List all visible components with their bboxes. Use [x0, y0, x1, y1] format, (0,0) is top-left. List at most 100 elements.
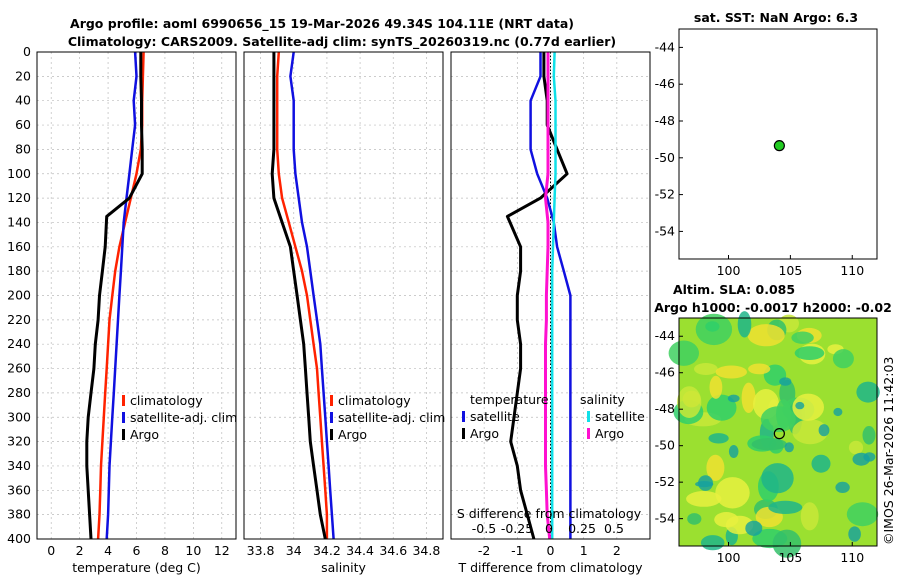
x-tick-label: 100	[717, 263, 741, 278]
sla-blob	[668, 340, 699, 366]
sla-map-panel: Altim. SLA: 0.085 Argo h1000: -0.0017 h20…	[654, 282, 892, 565]
x-tick-label: 105	[778, 263, 802, 278]
sla-blob	[709, 375, 723, 399]
series-climatology	[275, 51, 329, 539]
series-t-satellite	[529, 52, 572, 539]
legend-label: satellite	[595, 409, 645, 424]
temperature-panel: 0 2 4 6 8 10 120204060801001201401601802002202…	[7, 44, 237, 575]
y-tick-label: 340	[7, 458, 31, 473]
legend-swatch	[587, 411, 590, 422]
legend-swatch	[122, 412, 125, 423]
sla-blob	[768, 500, 803, 514]
sla-blob	[846, 502, 879, 527]
y-tick-label: -50	[655, 150, 675, 165]
y-tick-label: -44	[655, 39, 675, 54]
x-tick-label: 110	[840, 263, 864, 278]
sla-blob	[792, 393, 824, 421]
sla-blob-dark	[863, 452, 876, 462]
sla-blob-dark	[795, 401, 805, 410]
argo-location-marker	[773, 140, 785, 152]
sla-blob	[747, 324, 785, 347]
sla-map-subtitle: Argo h1000: -0.0017 h2000: -0.02	[654, 300, 892, 315]
legend-swatch	[330, 429, 333, 440]
sla-blob	[700, 535, 725, 551]
x-tick-label: 6	[133, 543, 141, 558]
x-tick-label: 8	[161, 543, 169, 558]
legend-label: satellite-adj. clim	[338, 410, 445, 425]
sla-blob	[705, 321, 720, 332]
sla-blob-dark	[727, 394, 740, 403]
sla-blob	[751, 438, 787, 451]
y-tick-label: -48	[655, 401, 675, 416]
argo-location-marker	[773, 428, 785, 440]
y-tick-label: -48	[655, 113, 675, 128]
sla-blob	[848, 440, 864, 455]
legend-label: Argo	[130, 427, 159, 442]
sla-blob	[677, 386, 702, 418]
x-tick-label: 1	[580, 543, 588, 558]
sla-blob	[737, 311, 752, 338]
y-tick-label: 240	[7, 336, 31, 351]
sst-map-title: sat. SST: NaN Argo: 6.3	[694, 10, 858, 25]
legend-swatch	[587, 428, 590, 439]
legend-swatch	[330, 395, 333, 406]
sla-blob-dark	[745, 520, 763, 536]
y-tick-label: 120	[7, 190, 31, 205]
axes-frame	[678, 28, 878, 260]
legend-title-salinity: salinity	[580, 392, 625, 407]
y-tick-label: 260	[7, 361, 31, 376]
sla-blob-dark	[818, 424, 830, 437]
credit-text: ©IMOS 26-Mar-2026 11:42:03	[881, 357, 896, 545]
x-tick-label: 4	[104, 543, 112, 558]
y-tick-label: 160	[7, 239, 31, 254]
y-tick-label: 180	[7, 263, 31, 278]
y-tick-label: -46	[655, 76, 675, 91]
x-tick-label: 105	[778, 550, 802, 565]
x-axis-label: T difference from climatology	[457, 560, 643, 575]
y-tick-label: 380	[7, 507, 31, 522]
sla-blob	[761, 463, 794, 494]
y-tick-label: -46	[655, 365, 675, 380]
x-tick-label: 10	[185, 543, 201, 558]
axes-frame	[243, 51, 444, 540]
sla-blob-dark	[728, 445, 739, 458]
y-tick-label: 40	[15, 93, 31, 108]
s-tick-label: -0.25	[501, 521, 533, 536]
legend-swatch	[122, 395, 125, 406]
series-argo	[270, 52, 327, 540]
sla-blob	[760, 406, 796, 433]
legend-label: climatology	[130, 393, 203, 408]
legend-swatch	[330, 412, 333, 423]
sla-blob	[715, 365, 747, 379]
x-tick-label: 34.2	[313, 543, 341, 558]
sla-blob-dark	[779, 377, 792, 386]
y-tick-label: 320	[7, 434, 31, 449]
sla-blob	[791, 331, 814, 344]
sla-map-title: Altim. SLA: 0.085	[673, 282, 795, 297]
x-tick-label: 2	[76, 543, 84, 558]
legend-label: satellite-adj. clim	[130, 410, 237, 425]
sla-blob	[706, 394, 737, 421]
y-tick-label: 360	[7, 482, 31, 497]
sla-blob	[687, 513, 702, 525]
sla-blob	[800, 502, 819, 531]
x-tick-label: 34.4	[346, 543, 374, 558]
series-s-argo	[544, 52, 552, 540]
sla-blob	[715, 477, 750, 509]
sla-blob	[772, 529, 802, 558]
y-tick-label: -50	[655, 438, 675, 453]
x-tick-label: -1	[511, 543, 523, 558]
sla-blob	[792, 419, 828, 445]
difference-panel: -2 -1 0 1 2 T difference from climatology S di…	[450, 51, 651, 575]
x-tick-label: 110	[840, 550, 864, 565]
sla-blob	[856, 381, 880, 403]
x-tick-label: 34.8	[412, 543, 440, 558]
y-tick-label: 0	[23, 44, 31, 59]
sst-map-panel: sat. SST: NaN Argo: 6.3 100 105 110 -44 -46 -4…	[655, 10, 878, 278]
sla-blob-dark	[833, 407, 843, 417]
legend-swatch	[462, 411, 465, 422]
x-axis-label: temperature (deg C)	[72, 560, 201, 575]
y-tick-label: -44	[655, 328, 675, 343]
y-tick-label: 100	[7, 166, 31, 181]
